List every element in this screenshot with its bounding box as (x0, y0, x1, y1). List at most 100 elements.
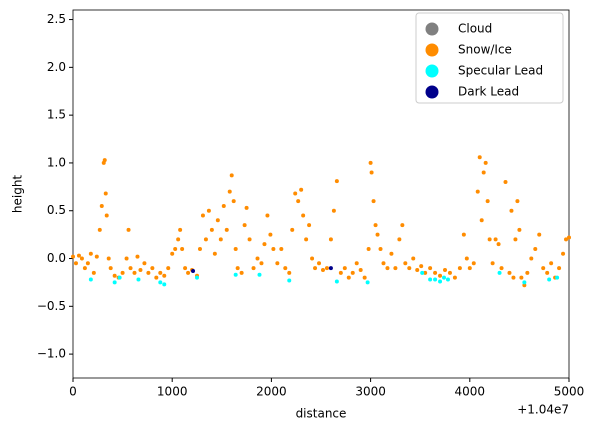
point (162, 282, 167, 287)
point (461, 232, 466, 237)
point (438, 279, 443, 284)
point (487, 237, 492, 242)
point (183, 266, 188, 271)
point (103, 191, 108, 196)
legend-marker (425, 85, 439, 99)
point (513, 237, 518, 242)
point (519, 275, 524, 280)
point (346, 275, 351, 280)
point (313, 266, 318, 271)
point (135, 254, 140, 259)
point (251, 266, 256, 271)
point (515, 199, 520, 204)
point (445, 277, 450, 282)
point (423, 270, 428, 275)
legend-marker (425, 22, 439, 36)
x-axis-label: distance (296, 407, 347, 421)
point (567, 235, 571, 240)
y-tick-label: 1.5 (47, 108, 66, 122)
point (371, 199, 376, 204)
point (154, 275, 159, 280)
point (255, 256, 260, 261)
legend-label: Dark Lead (458, 85, 519, 99)
point (442, 275, 447, 280)
point (366, 246, 371, 251)
y-tick-label: 0.5 (47, 203, 66, 217)
point (477, 155, 482, 160)
point (334, 179, 339, 184)
point (215, 218, 220, 223)
point (102, 158, 107, 163)
x-tick-label: 3000 (355, 385, 386, 399)
point (438, 273, 443, 278)
point (483, 160, 488, 165)
legend-label: Specular Lead (458, 64, 543, 78)
point (233, 246, 238, 251)
point (283, 266, 288, 271)
point (358, 267, 363, 272)
point (88, 277, 93, 282)
point (385, 266, 390, 271)
y-tick-label: 0.0 (47, 251, 66, 265)
point (400, 223, 405, 228)
point (497, 270, 502, 275)
point (120, 270, 125, 275)
point (138, 267, 143, 272)
point (71, 254, 75, 259)
point (452, 275, 457, 280)
point (419, 264, 424, 269)
point (242, 223, 247, 228)
point (428, 266, 433, 271)
point (557, 266, 562, 271)
point (235, 266, 240, 271)
point (229, 173, 234, 178)
x-tick-label: 2000 (256, 385, 287, 399)
point (393, 266, 398, 271)
point (197, 246, 202, 251)
legend-marker (425, 43, 439, 57)
point (132, 270, 137, 275)
point (124, 256, 129, 261)
point (275, 261, 280, 266)
point (464, 256, 469, 261)
point (271, 246, 276, 251)
point (290, 227, 295, 232)
point (381, 261, 386, 266)
point (334, 279, 339, 284)
point (467, 266, 472, 271)
point (265, 213, 270, 218)
point (362, 275, 367, 280)
point (320, 267, 325, 272)
point (162, 273, 167, 278)
y-tick-label: 1.0 (47, 155, 66, 169)
point (503, 180, 508, 185)
point (218, 237, 223, 242)
point (257, 272, 262, 277)
point (239, 270, 244, 275)
point (499, 266, 504, 271)
point (146, 270, 151, 275)
point (301, 213, 306, 218)
point (525, 270, 530, 275)
point (176, 237, 181, 242)
point (76, 253, 81, 258)
point (373, 223, 378, 228)
point (317, 261, 322, 266)
point (287, 270, 292, 275)
point (307, 223, 312, 228)
point (517, 227, 522, 232)
point (328, 266, 333, 271)
point (304, 237, 309, 242)
point (227, 189, 232, 194)
point (549, 261, 554, 266)
point (293, 191, 298, 196)
x-tick-label: 0 (69, 385, 77, 399)
point (485, 199, 490, 204)
point (342, 266, 347, 271)
point (279, 246, 284, 251)
point (287, 278, 292, 283)
legend: Cloud Snow/Ice Specular Lead Dark Lead (415, 12, 564, 104)
point (186, 270, 191, 275)
point (490, 261, 495, 266)
x-offset-label: +1.04e7 (517, 403, 569, 417)
